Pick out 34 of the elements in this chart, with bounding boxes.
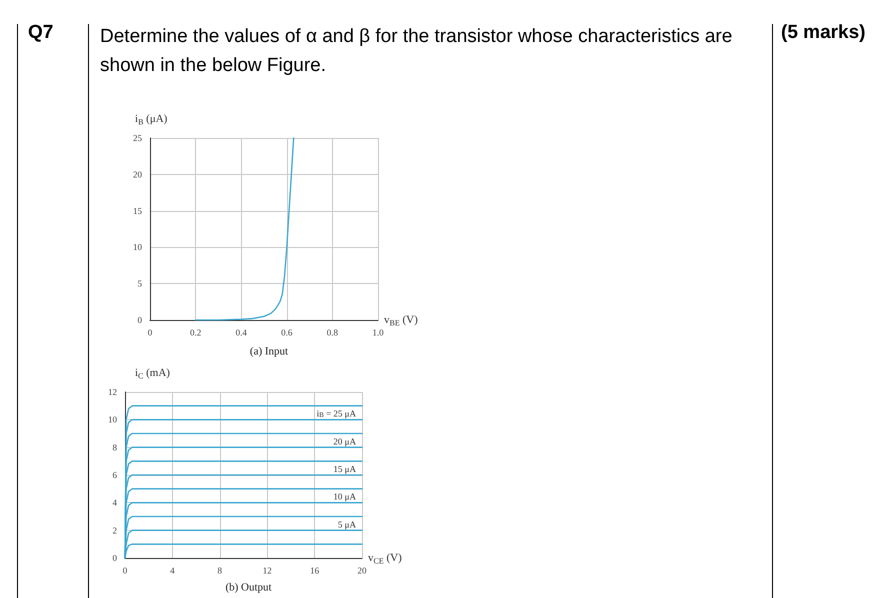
- y-tick-label: 2: [112, 525, 117, 536]
- x-tick-label: 0.4: [236, 328, 248, 338]
- y-tick-label: 15: [133, 206, 142, 216]
- text: (5 marks): [781, 22, 866, 44]
- y-tick-label: 25: [133, 133, 142, 143]
- x-tick-label: 0.6: [281, 328, 293, 338]
- x-tick-label: 0.8: [326, 328, 339, 338]
- text: (b) Output: [225, 582, 272, 594]
- y-tick-label: 8: [112, 442, 118, 452]
- y-tick-label: 0: [112, 553, 118, 563]
- text: (a) Input: [250, 346, 288, 358]
- x-tick-label: 1.0: [372, 328, 384, 338]
- y-tick-label: 10: [133, 242, 142, 252]
- x-tick-label: 0.2: [190, 328, 202, 338]
- y-tick-label: 10: [108, 414, 118, 425]
- x-tick-label: 16: [310, 566, 320, 576]
- series-label: 10 μA: [333, 492, 356, 502]
- series-label: 20 μA: [333, 436, 356, 446]
- x-tick-label: 8: [218, 566, 223, 576]
- x-tick-label: 12: [262, 566, 272, 576]
- y-tick-label: 6: [112, 470, 118, 480]
- y-tick-label: 0: [138, 315, 142, 325]
- y-tick-label: 12: [108, 387, 117, 397]
- x-tick-label: 0: [148, 328, 153, 338]
- x-tick-label: 20: [358, 566, 367, 576]
- series-label: 5 μA: [338, 519, 356, 530]
- x-tick-label: 0: [122, 566, 128, 576]
- chart-title: Determine the values of α and β for the transistor whose characteristics are shown in the below Figure.: [100, 25, 734, 78]
- y-tick-label: 20: [133, 169, 142, 180]
- x-tick-label: 4: [170, 566, 176, 576]
- y-tick-label: 5: [138, 278, 142, 289]
- y-tick-label: 4: [112, 498, 118, 508]
- series-label: 15 μA: [333, 464, 356, 474]
- text: Q7: [28, 22, 54, 44]
